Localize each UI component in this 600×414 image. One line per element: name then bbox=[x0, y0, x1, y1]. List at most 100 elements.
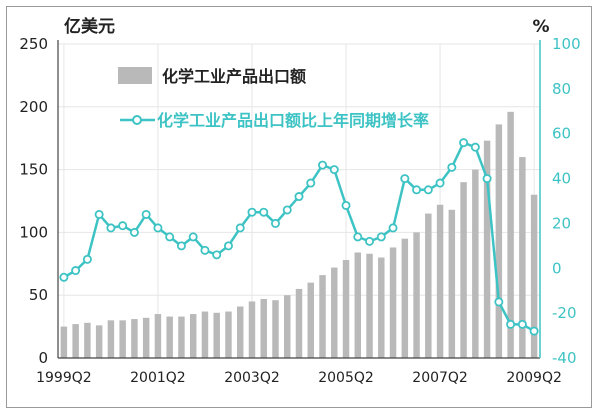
bar bbox=[272, 300, 279, 358]
x-tick-label: 1999Q2 bbox=[36, 370, 92, 386]
y-right-tick-label: -20 bbox=[552, 304, 577, 322]
y-left-tick-label: 0 bbox=[38, 349, 48, 367]
growth-rate-point bbox=[235, 223, 245, 233]
bar bbox=[519, 157, 526, 358]
y-right-tick-label: 80 bbox=[552, 80, 571, 98]
growth-rate-point bbox=[212, 250, 222, 260]
growth-rate-point bbox=[94, 209, 104, 219]
line-layer bbox=[59, 138, 539, 336]
growth-rate-point bbox=[365, 236, 375, 246]
bar bbox=[331, 267, 338, 358]
bar bbox=[436, 204, 444, 358]
growth-rate-point bbox=[141, 209, 151, 219]
legend-swatch-marker bbox=[132, 115, 142, 125]
growth-rate-point bbox=[482, 174, 492, 184]
bar bbox=[225, 311, 232, 358]
y-left-tick-label: 250 bbox=[19, 35, 48, 53]
y-right-tick-label: 100 bbox=[552, 35, 581, 53]
axis-layer: 0 50 100 150 200 250 -40 -20 0 20 40 60 80 100 1999Q2 2… bbox=[19, 35, 580, 386]
growth-rate-point bbox=[517, 319, 527, 329]
bar bbox=[448, 209, 456, 358]
y-left-tick-label: 200 bbox=[19, 98, 48, 116]
bar bbox=[154, 314, 162, 358]
legend-label-line: 化学工业产品出口额比上年同期增长率 bbox=[157, 111, 429, 130]
growth-rate-point bbox=[59, 272, 69, 282]
bar bbox=[378, 257, 385, 358]
bar bbox=[319, 275, 326, 358]
bar bbox=[236, 306, 244, 358]
y-left-tick-label: 50 bbox=[29, 286, 48, 304]
y-left-tick-label: 150 bbox=[19, 161, 48, 179]
growth-rate-point bbox=[129, 227, 139, 237]
growth-rate-point bbox=[376, 232, 386, 242]
y-right-tick-label: 0 bbox=[552, 259, 562, 277]
growth-rate-point bbox=[447, 162, 457, 172]
growth-rate-point bbox=[353, 232, 363, 242]
bar bbox=[483, 140, 491, 358]
growth-rate-point bbox=[282, 205, 292, 215]
growth-rate-point bbox=[318, 160, 328, 170]
bar bbox=[401, 238, 409, 358]
growth-rate-point bbox=[400, 174, 410, 184]
left-axis-unit: 亿美元 bbox=[64, 16, 115, 37]
legend-label-bar: 化学工业产品出口额 bbox=[162, 67, 306, 86]
bar bbox=[389, 247, 397, 358]
y-right-tick-label: 20 bbox=[552, 214, 571, 232]
growth-rate-point bbox=[341, 200, 351, 210]
y-right-tick-label: -40 bbox=[552, 349, 577, 367]
growth-rate-point bbox=[118, 221, 128, 231]
growth-rate-point bbox=[459, 138, 469, 148]
growth-rate-point bbox=[82, 254, 92, 264]
bar bbox=[495, 124, 503, 358]
growth-rate-point bbox=[176, 241, 186, 251]
bar bbox=[178, 316, 185, 358]
bar bbox=[213, 312, 220, 358]
bar bbox=[84, 322, 91, 358]
bar bbox=[354, 252, 362, 358]
bar bbox=[60, 326, 68, 358]
bar bbox=[142, 317, 150, 358]
legend: 化学工业产品出口额 化学工业产品出口额比上年同期增长率 bbox=[118, 67, 429, 130]
bar bbox=[460, 182, 467, 358]
growth-rate-point bbox=[223, 241, 233, 251]
growth-rate-point bbox=[188, 232, 198, 242]
bar bbox=[72, 324, 79, 358]
growth-rate-point bbox=[494, 297, 504, 307]
growth-rate-point bbox=[306, 178, 316, 188]
legend-swatch-bar bbox=[118, 67, 152, 84]
y-left-tick-label: 100 bbox=[19, 223, 48, 241]
growth-rate-point bbox=[412, 185, 422, 195]
growth-rate-point bbox=[423, 185, 433, 195]
bar bbox=[166, 316, 173, 358]
right-axis-unit: % bbox=[532, 17, 549, 37]
bar bbox=[284, 295, 291, 358]
bar bbox=[189, 314, 197, 358]
bar bbox=[95, 325, 103, 358]
growth-rate-point bbox=[270, 218, 280, 228]
y-right-tick-label: 40 bbox=[552, 170, 571, 188]
growth-rate-point bbox=[71, 266, 81, 276]
x-tick-label: 2003Q2 bbox=[224, 370, 280, 386]
growth-rate-point bbox=[153, 223, 163, 233]
growth-rate-point bbox=[506, 319, 516, 329]
growth-rate-point bbox=[165, 232, 175, 242]
growth-rate-point bbox=[200, 245, 210, 255]
growth-rate-point bbox=[294, 192, 304, 202]
y-right-tick-label: 60 bbox=[552, 125, 571, 143]
bar bbox=[425, 213, 432, 358]
bar bbox=[260, 298, 267, 358]
growth-rate-point bbox=[106, 223, 116, 233]
bar bbox=[131, 319, 138, 358]
bar bbox=[530, 194, 538, 358]
growth-rate-point bbox=[388, 223, 398, 233]
growth-rate-point bbox=[470, 142, 480, 152]
bar bbox=[248, 301, 256, 358]
x-tick-label: 2001Q2 bbox=[130, 370, 186, 386]
bar bbox=[295, 288, 303, 358]
bar bbox=[201, 311, 209, 358]
x-tick-label: 2009Q2 bbox=[506, 370, 562, 386]
x-tick-label: 2005Q2 bbox=[318, 370, 374, 386]
bar bbox=[342, 260, 350, 358]
growth-rate-point bbox=[329, 165, 339, 175]
